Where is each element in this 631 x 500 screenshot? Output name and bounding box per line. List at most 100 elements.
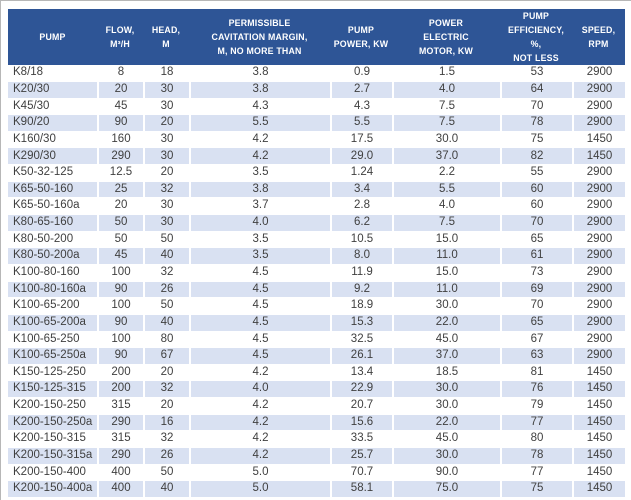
table-row: K65-50-160a 20 30 3.7 2.8 4.0 60 2900 bbox=[8, 198, 625, 216]
table-row: K200-150-315a 290 26 4.2 25.7 30.0 78 1450 bbox=[8, 447, 625, 465]
cell-pump_power: 8.0 bbox=[330, 248, 392, 265]
cell-flow: 100 bbox=[97, 298, 143, 315]
cell-pump_power: 22.9 bbox=[330, 381, 392, 399]
cell-head: 40 bbox=[143, 248, 189, 265]
cell-pump_power: 10.5 bbox=[330, 231, 392, 249]
cell-speed: 2900 bbox=[572, 231, 625, 249]
cell-cavitation: 4.2 bbox=[189, 447, 330, 465]
cell-head: 20 bbox=[143, 364, 189, 382]
cell-pump_power: 58.1 bbox=[330, 481, 392, 498]
header-cell-pump_power: PUMP POWER, KW bbox=[330, 9, 392, 66]
cell-pump: K100-65-200 bbox=[8, 298, 97, 315]
header-cell-pump: PUMP bbox=[8, 9, 97, 66]
table-row: K65-50-160 25 32 3.8 3.4 5.5 60 2900 bbox=[8, 181, 625, 199]
table-row: K100-65-250 100 80 4.5 32.5 45.0 67 2900 bbox=[8, 331, 625, 349]
cell-pump_power: 4.3 bbox=[330, 98, 392, 116]
cell-efficiency: 60 bbox=[500, 198, 572, 216]
cell-head: 50 bbox=[143, 464, 189, 482]
cell-efficiency: 61 bbox=[500, 248, 572, 265]
cell-speed: 1450 bbox=[572, 447, 625, 465]
cell-efficiency: 70 bbox=[500, 215, 572, 232]
table-row: K45/30 45 30 4.3 4.3 7.5 70 2900 bbox=[8, 98, 625, 116]
cell-motor_power: 37.0 bbox=[392, 148, 500, 166]
cell-cavitation: 4.0 bbox=[189, 381, 330, 399]
cell-flow: 315 bbox=[97, 431, 143, 448]
cell-head: 26 bbox=[143, 281, 189, 299]
cell-head: 50 bbox=[143, 298, 189, 315]
cell-pump: K200-150-315 bbox=[8, 431, 97, 448]
cell-speed: 1450 bbox=[572, 398, 625, 415]
cell-motor_power: 7.5 bbox=[392, 115, 500, 132]
cell-speed: 2900 bbox=[572, 98, 625, 116]
cell-speed: 2900 bbox=[572, 181, 625, 199]
cell-pump: K200-150-400a bbox=[8, 481, 97, 498]
cell-cavitation: 4.2 bbox=[189, 414, 330, 432]
cell-speed: 2900 bbox=[572, 314, 625, 332]
cell-head: 80 bbox=[143, 331, 189, 349]
cell-pump_power: 2.7 bbox=[330, 81, 392, 99]
cell-flow: 8 bbox=[97, 65, 143, 82]
header-cell-flow: FLOW, M³/H bbox=[97, 9, 143, 66]
table-row: K160/30 160 30 4.2 17.5 30.0 75 1450 bbox=[8, 131, 625, 149]
cell-cavitation: 5.5 bbox=[189, 115, 330, 132]
cell-cavitation: 3.8 bbox=[189, 81, 330, 99]
cell-speed: 2900 bbox=[572, 81, 625, 99]
cell-head: 30 bbox=[143, 148, 189, 166]
cell-motor_power: 22.0 bbox=[392, 414, 500, 432]
cell-speed: 2900 bbox=[572, 215, 625, 232]
table-row: K150-125-250 200 20 4.2 13.4 18.5 81 1450 bbox=[8, 364, 625, 382]
cell-efficiency: 77 bbox=[500, 464, 572, 482]
cell-head: 40 bbox=[143, 481, 189, 498]
cell-motor_power: 11.0 bbox=[392, 281, 500, 299]
cell-pump: K20/30 bbox=[8, 81, 97, 99]
cell-cavitation: 4.0 bbox=[189, 215, 330, 232]
cell-flow: 200 bbox=[97, 381, 143, 399]
cell-flow: 200 bbox=[97, 364, 143, 382]
cell-head: 26 bbox=[143, 447, 189, 465]
cell-head: 40 bbox=[143, 314, 189, 332]
table-row: K150-125-315 200 32 4.0 22.9 30.0 76 1450 bbox=[8, 381, 625, 399]
cell-head: 67 bbox=[143, 348, 189, 365]
cell-pump: K65-50-160a bbox=[8, 198, 97, 216]
cell-efficiency: 73 bbox=[500, 264, 572, 282]
cell-pump: K100-65-250 bbox=[8, 331, 97, 349]
cell-pump: K100-80-160a bbox=[8, 281, 97, 299]
cell-efficiency: 77 bbox=[500, 414, 572, 432]
cell-pump: K150-125-250 bbox=[8, 364, 97, 382]
cell-head: 30 bbox=[143, 81, 189, 99]
cell-flow: 315 bbox=[97, 398, 143, 415]
cell-pump_power: 9.2 bbox=[330, 281, 392, 299]
cell-efficiency: 53 bbox=[500, 65, 572, 82]
cell-pump: K80-50-200a bbox=[8, 248, 97, 265]
cell-efficiency: 75 bbox=[500, 481, 572, 498]
cell-motor_power: 7.5 bbox=[392, 215, 500, 232]
table-row: K200-150-400 400 50 5.0 70.7 90.0 77 1450 bbox=[8, 464, 625, 482]
cell-cavitation: 4.5 bbox=[189, 331, 330, 349]
cell-flow: 100 bbox=[97, 264, 143, 282]
cell-efficiency: 63 bbox=[500, 348, 572, 365]
table-row: K8/18 8 18 3.8 0.9 1.5 53 2900 bbox=[8, 65, 625, 82]
cell-pump_power: 17.5 bbox=[330, 131, 392, 149]
cell-speed: 1450 bbox=[572, 481, 625, 498]
cell-motor_power: 30.0 bbox=[392, 131, 500, 149]
cell-pump_power: 6.2 bbox=[330, 215, 392, 232]
cell-head: 20 bbox=[143, 115, 189, 132]
header-cell-speed: SPEED, RPM bbox=[572, 9, 625, 66]
cell-head: 30 bbox=[143, 198, 189, 216]
cell-speed: 2900 bbox=[572, 348, 625, 365]
cell-efficiency: 70 bbox=[500, 298, 572, 315]
cell-cavitation: 4.2 bbox=[189, 148, 330, 166]
cell-flow: 400 bbox=[97, 464, 143, 482]
cell-pump: K100-80-160 bbox=[8, 264, 97, 282]
cell-speed: 1450 bbox=[572, 148, 625, 166]
cell-efficiency: 55 bbox=[500, 165, 572, 182]
table-row: K100-80-160 100 32 4.5 11.9 15.0 73 2900 bbox=[8, 264, 625, 282]
cell-pump: K150-125-315 bbox=[8, 381, 97, 399]
table-row: K200-150-250a 290 16 4.2 15.6 22.0 77 1450 bbox=[8, 414, 625, 432]
cell-motor_power: 18.5 bbox=[392, 364, 500, 382]
cell-motor_power: 5.5 bbox=[392, 181, 500, 199]
cell-pump_power: 1.24 bbox=[330, 165, 392, 182]
cell-head: 32 bbox=[143, 181, 189, 199]
cell-pump_power: 2.8 bbox=[330, 198, 392, 216]
cell-efficiency: 80 bbox=[500, 431, 572, 448]
